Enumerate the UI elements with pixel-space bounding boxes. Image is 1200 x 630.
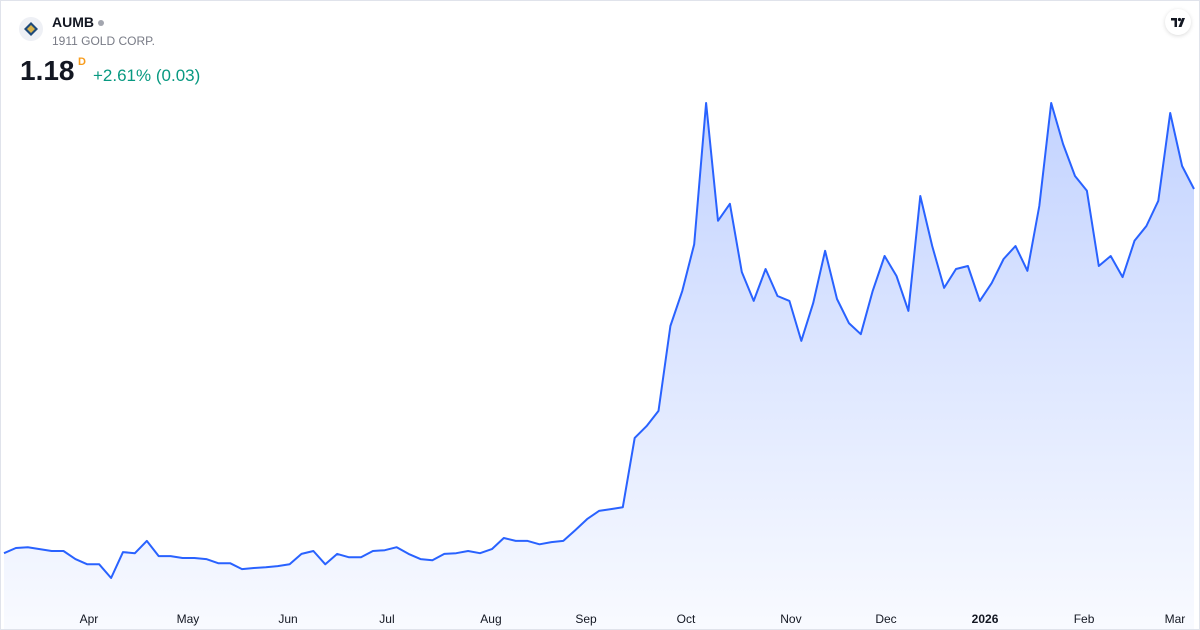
x-tick-label: Aug	[480, 612, 501, 626]
tradingview-logo[interactable]	[1165, 9, 1191, 35]
symbol[interactable]: AUMB	[52, 14, 104, 30]
logo	[19, 17, 43, 41]
x-tick-label: Apr	[80, 612, 99, 626]
x-tick-label: Nov	[780, 612, 801, 626]
status-dot	[98, 20, 104, 27]
price-change: +2.61% (0.03)	[93, 66, 201, 85]
x-tick-label: Feb	[1074, 612, 1095, 626]
company-name: 1911 GOLD CORP.	[52, 34, 155, 48]
price-line	[3, 102, 1195, 579]
x-tick-label: Oct	[677, 612, 696, 626]
interval: D	[78, 56, 86, 68]
x-tick-label: May	[177, 612, 200, 626]
tv-icon	[1171, 17, 1185, 27]
x-tick-label: Mar	[1165, 612, 1186, 626]
x-tick-label: Jun	[278, 612, 297, 626]
area-fill	[4, 103, 1194, 629]
x-tick-label: Sep	[575, 612, 597, 626]
last-price: 1.18	[20, 55, 75, 86]
x-tick-label: 2026	[972, 612, 999, 626]
symbol-text[interactable]: AUMB	[52, 14, 94, 30]
x-tick-label: Jul	[379, 612, 394, 626]
x-tick-label: Dec	[875, 612, 896, 626]
